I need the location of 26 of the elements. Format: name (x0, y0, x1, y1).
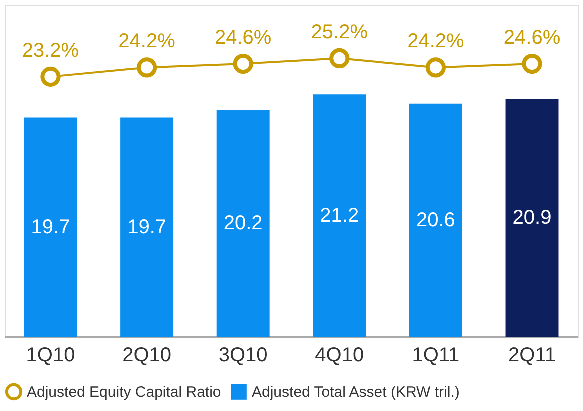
data-label: 23.2% (22, 40, 80, 62)
legend-label: Adjusted Equity Capital Ratio (27, 384, 222, 401)
point (136, 58, 158, 78)
x-tick-label: 2Q11 (508, 344, 556, 366)
point (330, 48, 350, 69)
point (426, 58, 446, 78)
x-tick-label: 1Q11 (412, 344, 460, 366)
data-label: 20.2 (224, 212, 263, 234)
data-label: 25.2% (311, 21, 368, 44)
point (233, 54, 254, 74)
legend-label: Adjusted Total Asset (KRW tril.) (252, 384, 460, 401)
point (522, 54, 542, 74)
data-label: 19.7 (128, 216, 167, 238)
data-label: 19.7 (31, 216, 70, 238)
data-label: 20.6 (416, 209, 456, 232)
data-label: 21.2 (320, 204, 360, 227)
data-label: 24.2% (118, 30, 176, 53)
x-tick-label: 3Q10 (218, 344, 268, 366)
data-label: 24.6% (214, 27, 272, 50)
data-label: 24.6% (504, 27, 561, 50)
data-label: 20.9 (512, 207, 552, 230)
data-label: 24.2% (408, 30, 465, 53)
x-tick-label: 1Q10 (26, 344, 76, 366)
point (40, 66, 61, 87)
x-tick-label: 4Q10 (315, 344, 364, 366)
x-tick-label: 2Q10 (122, 344, 172, 366)
